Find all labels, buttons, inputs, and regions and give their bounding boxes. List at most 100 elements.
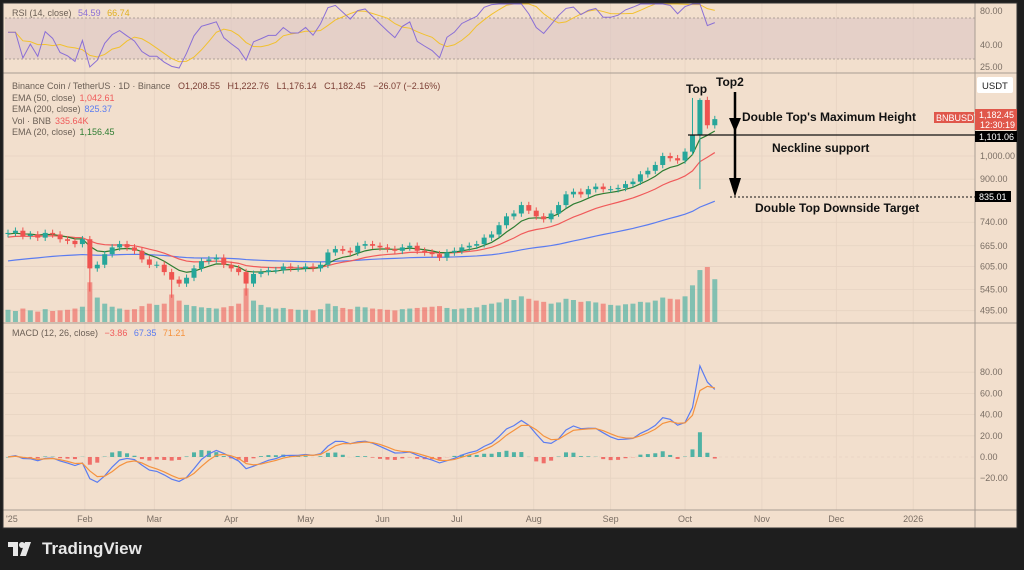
symbol-title[interactable]: Binance Coin / TetherUS · 1D · Binance: [12, 81, 170, 91]
symbol-price-tag: [934, 112, 974, 123]
macd-histogram-bar: [65, 457, 70, 459]
volume-legend[interactable]: Vol · BNB 335.64K: [12, 116, 89, 126]
ema200-line: [7, 200, 716, 263]
volume-bar: [213, 308, 219, 322]
candle-body: [451, 250, 457, 253]
candle-body: [608, 189, 614, 191]
rsi-pane[interactable]: [8, 3, 715, 69]
candle-body: [42, 232, 48, 238]
volume-bar: [57, 310, 63, 322]
ohlc-open: O1,208.55: [178, 81, 220, 91]
candle-body: [5, 232, 11, 235]
candle-body: [474, 244, 480, 246]
candle-body: [526, 205, 532, 211]
volume-bar: [533, 300, 539, 322]
macd-histogram-bar: [125, 453, 130, 457]
volume-bar: [384, 309, 390, 322]
candle-body: [79, 239, 85, 245]
volume-bar: [109, 306, 115, 322]
time-axis-label: Jun: [375, 514, 390, 524]
axes[interactable]: '25 Feb Mar Apr May Jun Jul Aug Sep Oct Nov Dec 2026…: [6, 6, 1015, 524]
macd-histogram-bar: [675, 457, 680, 459]
candle-body: [243, 272, 249, 284]
volume-bar: [474, 307, 480, 322]
candle-body: [102, 254, 108, 265]
macd-histogram-bar: [482, 453, 487, 457]
macd-pane[interactable]: [6, 363, 717, 483]
volume-bar: [161, 303, 167, 322]
volume-bar: [288, 309, 294, 322]
candle-body: [303, 266, 309, 269]
candle-body: [139, 250, 145, 260]
candles[interactable]: [5, 96, 718, 298]
volume-bar: [94, 297, 100, 322]
candle-body: [317, 264, 323, 269]
volume-bar: [645, 302, 651, 322]
volume-bars: [5, 267, 718, 322]
rsi-band: [5, 18, 975, 59]
volume-bar: [236, 303, 242, 322]
candle-body: [87, 239, 93, 269]
tradingview-logo[interactable]: TradingView: [8, 539, 142, 559]
time-axis-label: Nov: [754, 514, 771, 524]
volume-bar: [72, 308, 78, 322]
volume-bar: [50, 311, 56, 322]
macd-histogram-bar: [325, 452, 330, 457]
candle-body: [437, 254, 443, 258]
candle-body: [503, 216, 509, 226]
volume-bar: [459, 308, 465, 322]
chart-border: [2, 2, 1018, 529]
candle-body: [697, 99, 703, 136]
candle-body: [362, 244, 368, 246]
candle-body: [273, 270, 279, 272]
ohlc-low: L1,176.14: [277, 81, 317, 91]
macd-histogram-bar: [668, 454, 673, 457]
candle-body: [109, 247, 115, 255]
candle-body: [682, 151, 688, 161]
volume-bar: [608, 304, 614, 322]
candle-body: [161, 264, 167, 273]
macd-histogram-bar: [608, 457, 613, 461]
macd-histogram-bar: [459, 454, 464, 457]
macd-histogram-bar: [318, 456, 323, 457]
macd-histogram-bar: [705, 452, 710, 457]
volume-bar: [593, 302, 599, 322]
volume-bar: [697, 270, 703, 322]
macd-histogram-bar: [139, 457, 144, 460]
ema20-legend[interactable]: EMA (20, close) 1,156.45: [12, 127, 115, 137]
candle-body: [466, 245, 472, 248]
bar-countdown: 12:30:19: [980, 120, 1015, 130]
target-price: 835.01: [979, 192, 1007, 202]
tradingview-wordmark: TradingView: [42, 539, 142, 558]
volume-bar: [124, 309, 130, 322]
neckline-price: 1,101.06: [979, 132, 1014, 142]
ema200-legend[interactable]: EMA (200, close) 825.37: [12, 104, 112, 114]
target-price-tag: [975, 191, 1011, 202]
candle-body: [206, 259, 212, 262]
ema20-label: EMA (20, close): [12, 127, 76, 137]
price-axis-label: 900.00: [980, 174, 1008, 184]
ema50-legend[interactable]: EMA (50, close) 1,042.61: [12, 93, 115, 103]
macd-signal-value: 71.21: [163, 328, 186, 338]
volume-bar: [689, 285, 695, 322]
volume-bar: [496, 302, 502, 322]
volume-bar: [682, 296, 688, 322]
candle-body: [652, 164, 658, 171]
currency-button[interactable]: [977, 77, 1013, 93]
volume-bar: [198, 307, 204, 322]
volume-bar: [615, 305, 621, 322]
macd-axis-label: 0.00: [980, 452, 998, 462]
macd-histogram-bar: [467, 454, 472, 457]
candle-body: [94, 264, 100, 269]
volume-bar: [146, 303, 152, 322]
volume-bar: [623, 304, 629, 322]
candle-body: [585, 189, 591, 195]
volume-bar: [503, 298, 509, 322]
rsi-axis-label: 40.00: [980, 40, 1003, 50]
target-label: Double Top Downside Target: [755, 201, 919, 215]
macd-histogram-bar: [117, 451, 122, 457]
candle-body: [340, 249, 346, 251]
volume-bar: [392, 310, 398, 322]
macd-histogram-bar: [564, 452, 568, 457]
